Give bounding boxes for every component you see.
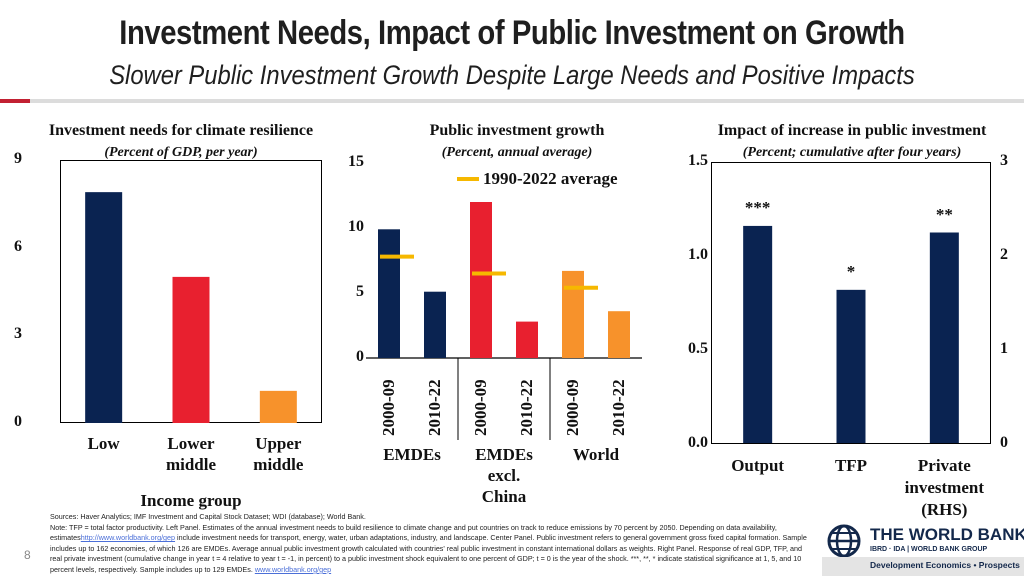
panel3-bar: [836, 289, 866, 444]
panel3-category-line: investment: [904, 478, 984, 497]
title-divider-accent: [0, 99, 30, 103]
panel3-category-line: (RHS): [921, 500, 968, 519]
panel1-xlabel: Income group: [140, 491, 242, 510]
panel3-ytick-right: 2: [1000, 246, 1008, 263]
panel2-period-label: 2010-22: [517, 379, 536, 436]
panel3-category-line: TFP: [834, 456, 868, 475]
panel3-category-label: TFP: [801, 455, 901, 477]
panel2-bar: [378, 229, 400, 358]
panel3-category-label: Private investment (RHS): [894, 455, 994, 521]
panel1-ytick: 3: [14, 325, 22, 343]
panel1-category-line: Lower: [167, 434, 215, 453]
title-divider: [0, 99, 1024, 103]
panel2-bar: [516, 321, 538, 358]
panel3-category-line: Output: [731, 456, 785, 475]
footnote: Sources: Haver Analytics; IMF Investment…: [50, 512, 812, 576]
panel2-subtitle: (Percent, annual average): [441, 145, 593, 160]
footnote-sources: Sources: Haver Analytics; IMF Investment…: [50, 512, 366, 521]
panel1-category-line: Upper: [255, 434, 302, 453]
panel1-bar: [85, 192, 123, 423]
panel3-ytick-right: 0: [1000, 434, 1008, 451]
panel2-group-line: excl.: [487, 466, 521, 485]
footnote-link-1[interactable]: http://www.worldbank.org/gep: [80, 533, 176, 543]
panel2-title: Public investment growth: [429, 122, 605, 139]
panel3-ytick-right: 3: [1000, 152, 1008, 169]
panel2-ytick: 15: [348, 153, 364, 170]
panel1-ytick: 6: [14, 237, 22, 255]
panel3-subtitle: (Percent; cumulative after four years): [742, 145, 962, 160]
panel2-group-label: EMDEs: [367, 444, 457, 465]
panel3-category-line: Private: [917, 456, 971, 475]
panel1-category-line: middle: [165, 455, 217, 474]
panel3-significance-mark: ***: [744, 197, 771, 217]
panel3-ytick-left: 0.5: [688, 340, 708, 357]
legend-average-line: [457, 177, 479, 181]
panel2-group-line: EMDEs: [383, 445, 441, 464]
panel2-group-label: EMDEs excl. China: [459, 444, 549, 507]
panel3-ytick-left: 1.5: [688, 152, 708, 169]
panel1-subtitle: (Percent of GDP, per year): [104, 145, 258, 160]
panel3-ytick-right: 1: [1000, 340, 1008, 357]
panel1-ytick: 0: [14, 413, 22, 430]
panel2-group-line: World: [572, 445, 620, 464]
logo-department: Development Economics • Prospects: [870, 560, 1020, 570]
page-number: 8: [24, 548, 31, 562]
legend-average-label: 1990-2022 average: [483, 169, 618, 188]
panel2-period-label: 2000-09: [563, 379, 582, 436]
panel3-significance-mark: **: [935, 204, 953, 224]
panel1-bar: [259, 390, 297, 423]
panel3-ytick-left: 0.0: [688, 434, 708, 451]
panel3-bar: [743, 225, 773, 444]
page-title: Investment Needs, Impact of Public Inves…: [119, 14, 905, 52]
panel2-ytick: 10: [348, 218, 364, 235]
panel2-bar: [470, 202, 492, 358]
panel2-ytick: 0: [356, 348, 364, 365]
panel2-bar: [424, 291, 446, 358]
panel1-bar: [172, 276, 210, 423]
panel2-period-label: 2010-22: [425, 379, 444, 436]
panel2-period-label: 2010-22: [609, 379, 628, 436]
panel1-category-label: Upper middle: [228, 433, 328, 475]
panel3-category-label: Output: [708, 455, 808, 477]
logo-name: THE WORLD BANK: [870, 525, 1024, 544]
panel2-group-line: China: [481, 487, 527, 506]
panel2-bar: [608, 311, 630, 358]
logo-band: [822, 557, 1024, 576]
panel3-title: Impact of increase in public investment: [717, 122, 987, 139]
footnote-note-b: include investment needs for transport, …: [50, 533, 807, 574]
panel2-bar: [562, 270, 584, 358]
panel2-group-line: EMDEs: [475, 445, 533, 464]
panel3-bar: [929, 232, 959, 444]
footnote-note: Note: TFP = total factor productivity. L…: [50, 523, 812, 576]
panel1-category-label: Low: [54, 433, 154, 454]
panel1-category-line: middle: [253, 455, 304, 474]
panel1-ytick: 9: [14, 150, 22, 167]
panel1-category-label: Lower middle: [141, 433, 241, 475]
footnote-note-a: Note: TFP = total factor productivity. L…: [50, 522, 777, 543]
panel1-category-line: Low: [87, 434, 120, 453]
panel2-period-label: 2000-09: [471, 379, 490, 436]
panel3-ytick-left: 1.0: [688, 246, 708, 263]
panel2-period-label: 2000-09: [379, 379, 398, 436]
panel2-ytick: 5: [356, 283, 364, 300]
world-bank-globe-icon: [827, 524, 861, 558]
panel2-group-label: World: [551, 444, 641, 465]
panel1-title: Investment needs for climate resilience: [48, 122, 314, 139]
page-subtitle: Slower Public Investment Growth Despite …: [109, 60, 915, 90]
panel3-significance-mark: *: [846, 261, 856, 281]
panel3-frame: [711, 162, 991, 444]
footnote-link-2[interactable]: www.worldbank.org/gep: [254, 564, 332, 574]
logo-tagline: IBRD · IDA | WORLD BANK GROUP: [870, 546, 988, 553]
